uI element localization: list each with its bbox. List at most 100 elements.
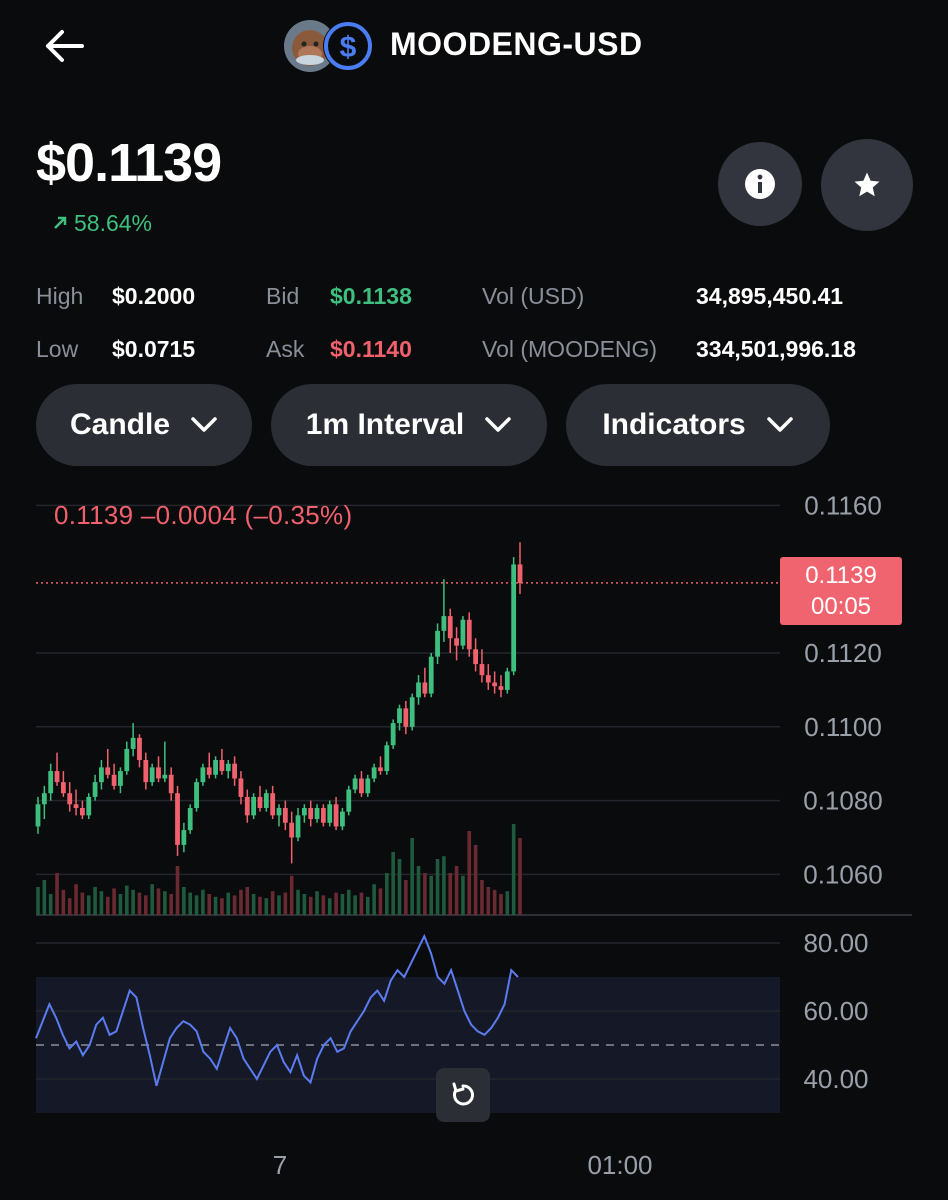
volume-bar: [486, 887, 491, 915]
volume-bar: [296, 889, 300, 915]
back-button[interactable]: [40, 24, 90, 68]
candle-body: [35, 804, 41, 827]
volume-bar: [461, 875, 465, 915]
volume-bar: [391, 852, 395, 915]
candle-body: [238, 778, 244, 797]
candle-body: [79, 807, 85, 816]
volume-bar: [277, 895, 281, 915]
candle-body: [206, 767, 212, 775]
candle-body: [492, 682, 498, 687]
bid-label: Bid: [266, 283, 300, 309]
candle-body: [365, 778, 371, 794]
star-icon: [854, 172, 880, 197]
favorite-button[interactable]: [821, 139, 913, 231]
volume-bar: [473, 845, 478, 915]
y-tick-label: 0.1060: [803, 859, 883, 889]
volume-bar: [105, 896, 110, 915]
volume-bar: [315, 891, 319, 915]
reset-chart-button[interactable]: [436, 1068, 490, 1122]
volume-bar: [42, 880, 47, 915]
price-change: 58.64%: [52, 210, 152, 237]
volume-bar: [232, 895, 237, 915]
interval-dropdown[interactable]: 1m Interval: [271, 384, 547, 466]
volume-bar: [270, 891, 275, 915]
candle-body: [473, 649, 479, 665]
candle-body: [225, 763, 231, 772]
candle-body: [384, 745, 390, 772]
current-price: $0.1139: [36, 133, 222, 193]
candle-body: [48, 771, 54, 794]
usd-coin-icon: $: [323, 21, 373, 71]
volume-bar: [480, 880, 484, 915]
candle-body: [466, 619, 472, 650]
volume-bar: [67, 898, 72, 915]
volume-bar: [505, 891, 510, 915]
info-button[interactable]: [718, 142, 802, 226]
candle-body: [175, 793, 180, 845]
candle-body: [390, 723, 396, 746]
price-chart[interactable]: 0.1160 0.1120 0.1100 0.1080 0.1060 80.00 60.00…: [0, 470, 948, 1200]
volume-bar: [404, 880, 408, 915]
volume-bar: [492, 889, 497, 915]
ask-value: $0.1140: [330, 336, 412, 362]
volume-bar: [365, 896, 370, 915]
chart-type-dropdown[interactable]: Candle: [36, 384, 252, 466]
candle-body: [162, 774, 168, 779]
candle-body: [352, 778, 358, 790]
volume-bar: [340, 894, 345, 915]
candle-body: [86, 796, 92, 816]
candle-body: [276, 807, 282, 816]
high-value: $0.2000: [112, 283, 196, 309]
candle-body: [200, 767, 206, 783]
candle-body: [441, 616, 447, 631]
candle-body: [60, 782, 66, 794]
indicators-label: Indicators: [602, 408, 746, 441]
candle-body: [194, 782, 199, 808]
candle-body: [118, 771, 123, 786]
candle-body: [314, 807, 320, 820]
candle-body: [447, 616, 453, 639]
candle-body: [340, 811, 345, 827]
volume-bar: [289, 875, 294, 915]
high-label: High: [36, 283, 84, 309]
candle-body: [409, 697, 415, 727]
arrow-up-right-icon: [52, 215, 68, 236]
volume-bar: [416, 866, 421, 915]
volume-bar: [112, 888, 116, 915]
candle-body: [73, 804, 79, 808]
volume-bar: [48, 894, 53, 915]
candle-body: [130, 737, 136, 749]
volume-bar: [188, 892, 193, 915]
volume-bar: [213, 896, 218, 915]
volume-bar: [264, 898, 269, 915]
candle-body: [320, 807, 326, 823]
volume-bar: [435, 859, 440, 915]
candle-body: [232, 763, 238, 779]
chart-overlay-readout: 0.1139 –0.0004 (–0.35%): [54, 500, 353, 530]
volume-bar: [518, 838, 522, 915]
candle-body: [263, 793, 269, 808]
volume-bar: [61, 889, 66, 915]
volume-bar: [467, 831, 472, 915]
volume-bar: [226, 892, 231, 915]
volume-bar: [511, 824, 516, 915]
candle-body: [289, 822, 295, 838]
volume-bar: [124, 885, 129, 915]
volume-bar: [397, 859, 402, 915]
interval-label: 1m Interval: [305, 408, 465, 441]
volume-bar: [80, 892, 85, 915]
volume-bar: [499, 894, 503, 915]
moodeng-avatar-icon: [284, 20, 336, 72]
candle-body: [92, 782, 98, 797]
volume-bar: [283, 892, 288, 915]
volume-bar: [137, 892, 142, 915]
x-tick-label: 01:00: [587, 1150, 652, 1180]
volume-bar: [175, 866, 180, 915]
rsi-tick-label: 40.00: [803, 1064, 868, 1094]
candle-body: [244, 796, 250, 816]
indicators-dropdown[interactable]: Indicators: [566, 384, 830, 466]
volume-bar: [359, 892, 364, 915]
x-tick-label: 7: [273, 1150, 287, 1180]
candle-body: [403, 708, 409, 727]
candle-body: [479, 664, 485, 676]
